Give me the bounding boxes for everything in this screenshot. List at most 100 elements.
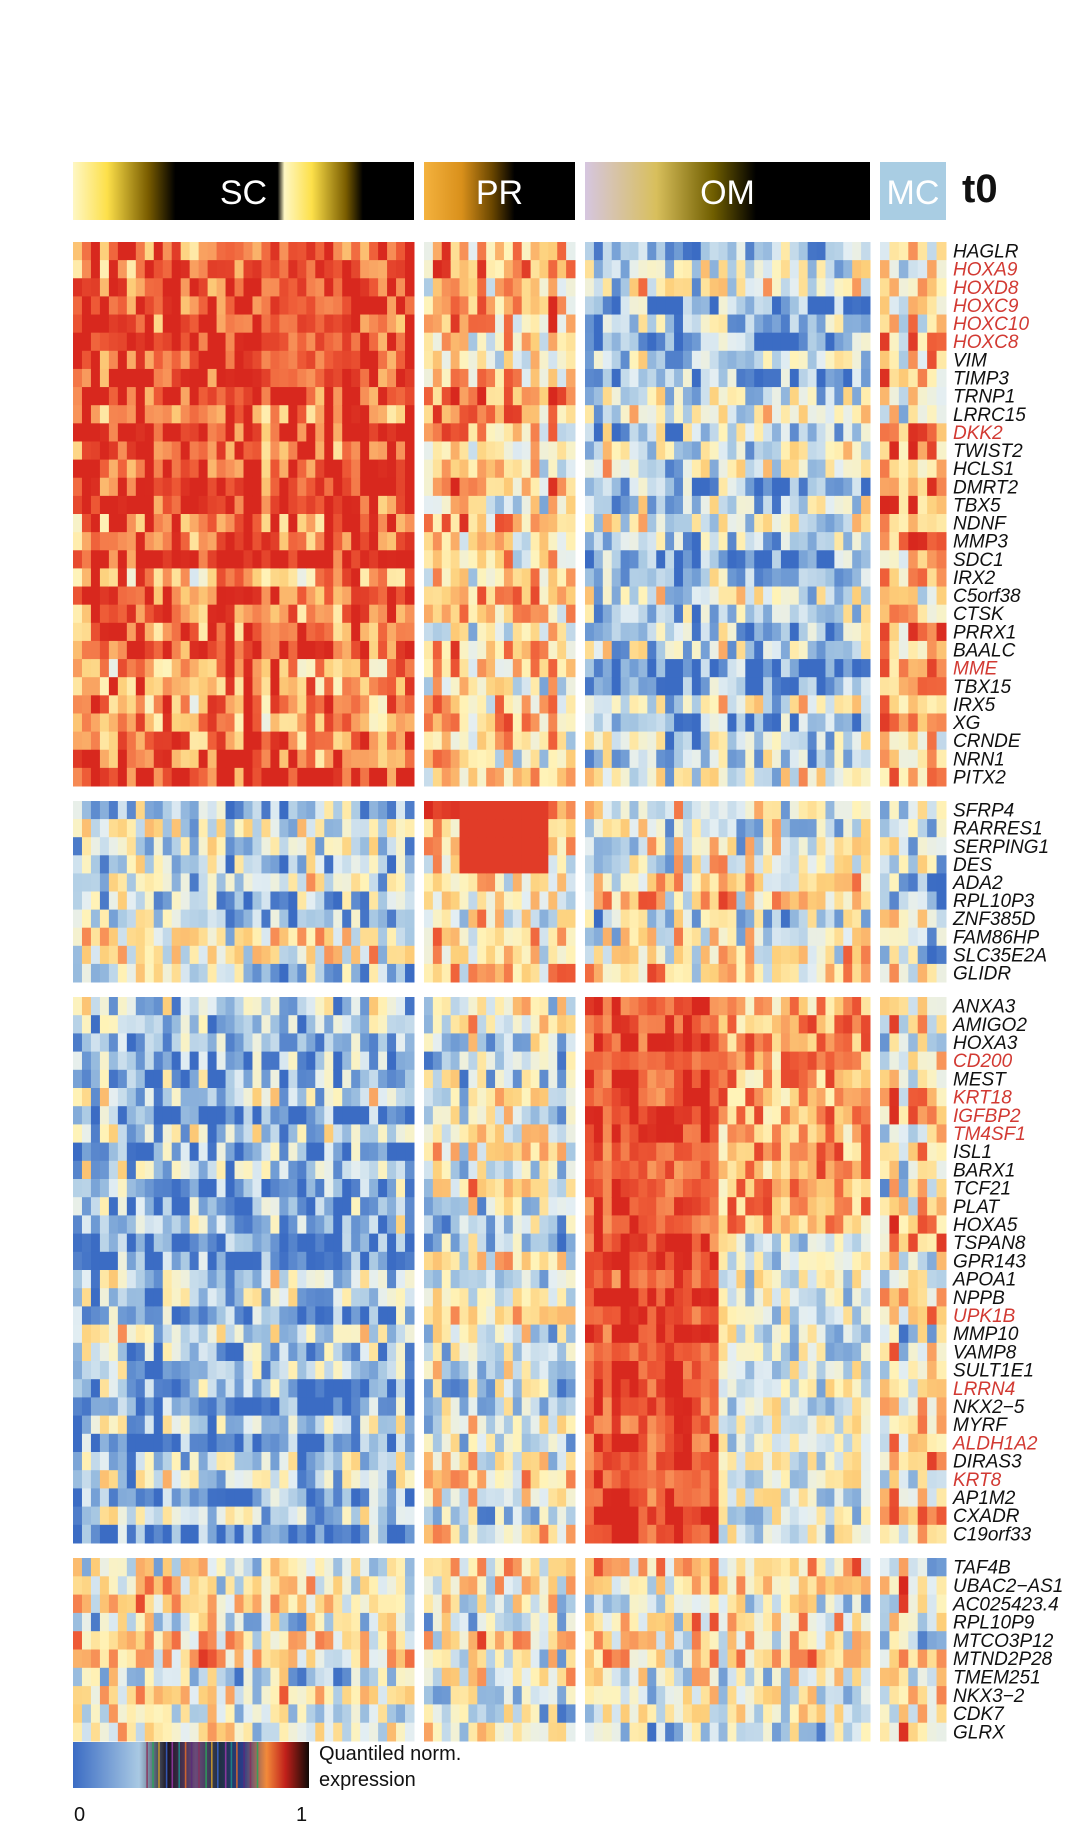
heatmap-cell [459,819,469,838]
heatmap-cell [908,405,919,424]
heatmap-cell [798,640,809,660]
heatmap-cell [324,495,334,515]
heatmap-cell [288,405,298,424]
heatmap-cell [432,731,443,751]
heatmap-cell [73,1270,83,1289]
heatmap-cell [629,855,639,874]
heatmap-cell [908,514,919,533]
heatmap-cell [261,332,271,352]
heatmap-cell [450,260,461,279]
heatmap-cell [647,242,657,261]
heatmap-cell [306,550,316,569]
heatmap-block-mc-1 [880,242,947,787]
heatmap-cell [297,495,307,515]
heatmap-cell [638,296,648,316]
heatmap-cell [108,1488,119,1508]
heatmap-cell [665,927,675,947]
heatmap-cell [351,368,361,388]
heatmap-cell [126,677,137,696]
heatmap-cell [816,477,826,497]
heatmap-cell [207,423,218,442]
heatmap-cell [736,314,746,334]
heatmap-cell [477,891,487,911]
heatmap-cell [754,423,764,442]
heatmap-cell [691,350,702,370]
heatmap-cell [424,695,434,714]
heatmap-cell [396,278,406,297]
heatmap-cell [234,568,244,588]
heatmap-cell [936,731,947,751]
heatmap-cell [324,1379,334,1398]
heatmap-cell [153,368,164,388]
heatmap-cell [315,1488,325,1508]
heatmap-cell [861,945,871,965]
heatmap-cell [709,423,720,442]
heatmap-cell [225,1379,236,1398]
heatmap-cell [727,873,737,892]
heatmap-cell [441,640,452,660]
heatmap-cell [162,891,173,911]
heatmap-cell [216,423,227,442]
heatmap-cell [225,819,236,838]
heatmap-cell [638,909,648,929]
heatmap-cell [816,819,826,838]
heatmap-cell [468,459,478,479]
heatmap-cell [780,586,791,606]
heatmap-cell [90,278,101,297]
heatmap-cell [288,1197,298,1216]
heatmap-cell [387,1470,397,1489]
heatmap-cell [189,260,200,279]
heatmap-cell [396,1397,406,1417]
heatmap-cell [798,495,809,515]
heatmap-cell [780,423,791,442]
heatmap-cell [234,477,244,497]
heatmap-cell [682,749,693,769]
heatmap-cell [324,260,334,279]
heatmap-cell [297,659,307,678]
heatmap-cell [279,1069,289,1089]
heatmap-cell [566,677,576,696]
heatmap-cell [861,819,871,838]
heatmap-cell [198,997,209,1016]
heatmap-cell [889,350,900,370]
heatmap-cell [288,1342,298,1362]
heatmap-cell [843,677,853,696]
heatmap-cell [629,568,639,588]
heatmap-cell [763,550,773,569]
heatmap-cell [324,731,334,751]
heatmap-cell [396,1270,406,1289]
heatmap-cell [216,1051,227,1071]
heatmap-cell [754,332,764,352]
heatmap-cell [297,423,307,442]
heatmap-cell [117,242,128,261]
heatmap-cell [297,819,307,838]
heatmap-cell [306,586,316,606]
heatmap-cell [700,731,711,751]
heatmap-cell [521,963,532,983]
heatmap-cell [225,1415,236,1435]
heatmap-cell [315,350,325,370]
heatmap-cell [898,368,909,388]
heatmap-cell [477,550,487,569]
heatmap-cell [772,873,782,892]
heatmap-cell [647,586,657,606]
heatmap-cell [682,586,693,606]
heatmap-cell [566,477,576,497]
heatmap-cell [530,945,540,965]
heatmap-cell [405,586,415,606]
heatmap-cell [908,927,919,947]
heatmap-cell [656,242,666,261]
heatmap-cell [789,459,800,479]
heatmap-cell [620,296,631,316]
heatmap-cell [629,514,639,533]
heatmap-cell [530,332,540,352]
heatmap-cell [270,819,280,838]
heatmap-cell [315,1106,325,1125]
heatmap-cell [288,1233,298,1253]
heatmap-cell [333,1051,343,1071]
heatmap-cell [315,1069,325,1089]
heatmap-cell [521,622,532,642]
heatmap-cell [387,1233,397,1253]
heatmap-cell [99,659,110,678]
heatmap-cell [135,1415,146,1435]
